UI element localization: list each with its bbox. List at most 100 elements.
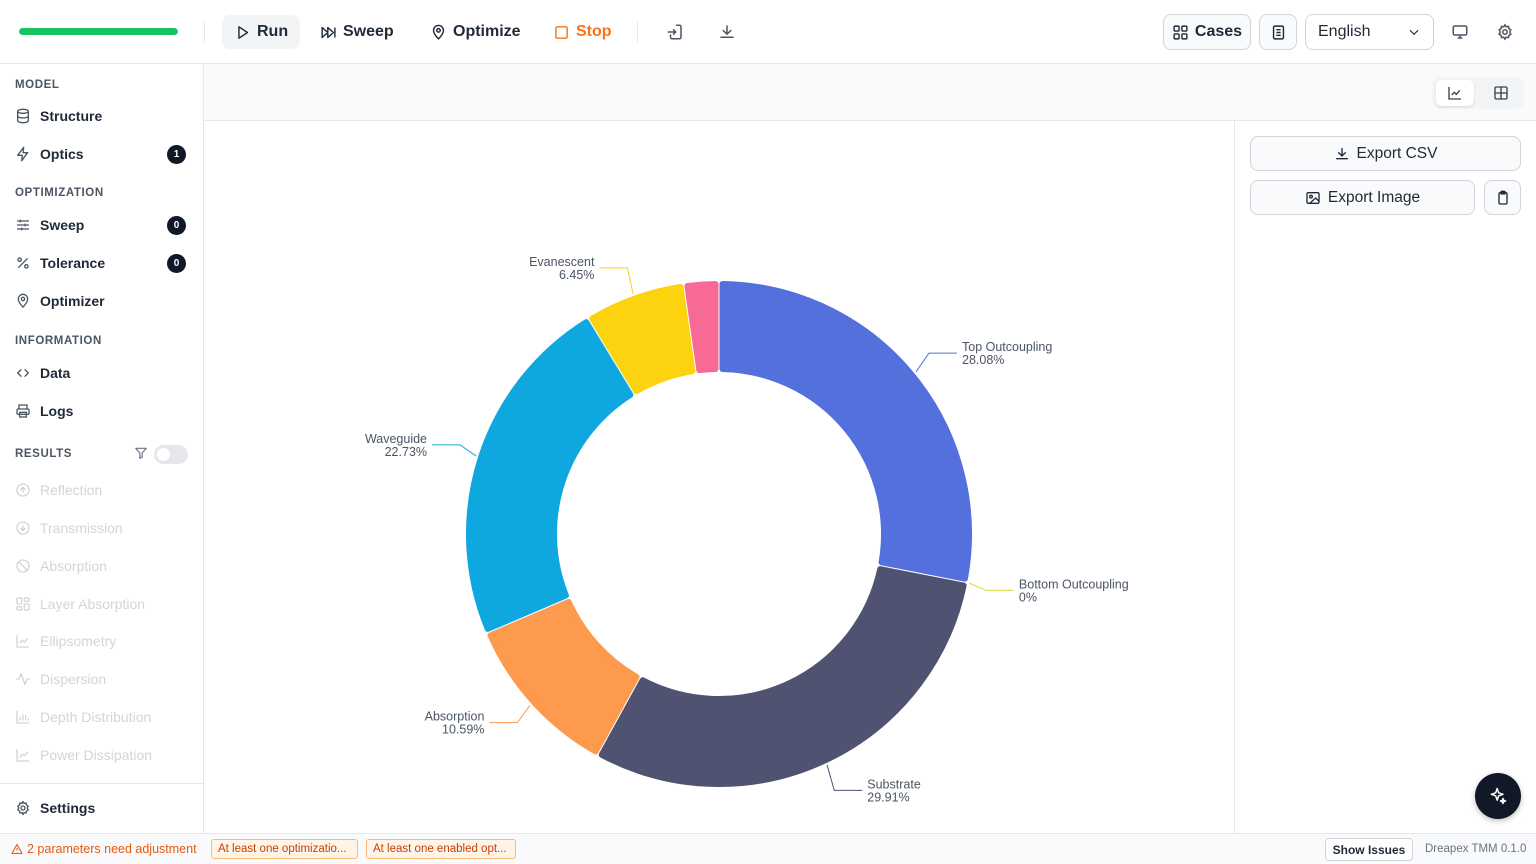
sidebar-item-optimizer[interactable]: Optimizer <box>15 286 190 316</box>
export-csv-label: Export CSV <box>1356 144 1438 162</box>
count-badge: 0 <box>167 254 186 273</box>
sidebar-item-optics[interactable]: Optics 1 <box>15 139 190 169</box>
donut-slice[interactable] <box>598 566 967 787</box>
stop-label: Stop <box>576 23 612 40</box>
issue-chip[interactable]: At least one optimizatio... <box>211 839 358 859</box>
stop-button[interactable]: Stop <box>541 15 624 49</box>
play-icon <box>238 25 249 39</box>
sidebar-item-settings[interactable]: Settings <box>15 793 190 823</box>
sidebar-item-label: Tolerance <box>40 255 106 271</box>
donut-slice[interactable] <box>719 281 972 582</box>
arrow-up-circle-icon <box>16 483 30 497</box>
progress-fill <box>19 28 178 35</box>
show-issues-button[interactable]: Show Issues <box>1325 838 1413 861</box>
sidebar-item-label: Optics <box>40 146 84 162</box>
slice-label-name: Evanescent <box>529 255 595 269</box>
divider <box>204 22 205 42</box>
copy-clipboard-button[interactable] <box>1484 180 1521 215</box>
sidebar-item-data[interactable]: Data <box>15 358 190 388</box>
sidebar-item-label: Logs <box>40 403 74 419</box>
cases-button[interactable]: Cases <box>1163 14 1251 50</box>
sweep-label: Sweep <box>343 23 394 40</box>
chevron-down-icon <box>1409 29 1419 36</box>
map-pin-icon <box>432 24 445 40</box>
sidebar-item-structure[interactable]: Structure <box>15 101 190 131</box>
status-bar: 2 parameters need adjustment At least on… <box>0 833 1536 864</box>
download-icon <box>720 25 734 38</box>
count-badge: 0 <box>167 216 186 235</box>
import-button[interactable] <box>663 20 687 44</box>
sidebar-item-label: Optimizer <box>40 293 105 309</box>
lightning-icon <box>17 146 29 162</box>
table-view-button[interactable] <box>1482 80 1520 106</box>
view-toolbar <box>204 64 1536 121</box>
section-heading-model: MODEL <box>15 79 60 91</box>
slice-label-value: 6.45% <box>559 268 594 282</box>
view-toggle <box>1432 77 1524 109</box>
clipboard-icon <box>1497 190 1508 205</box>
sidebar-item-label: Power Dissipation <box>40 747 153 763</box>
slice-label-name: Substrate <box>867 777 921 791</box>
export-image-button[interactable]: Export Image <box>1250 180 1475 215</box>
percent-icon <box>17 257 29 269</box>
results-filter-toggle[interactable] <box>154 445 188 464</box>
donut-slice[interactable] <box>589 283 696 395</box>
label-leader-line <box>915 352 958 373</box>
optimize-label: Optimize <box>453 23 521 40</box>
progress-bar <box>19 28 178 35</box>
warning-text: 2 parameters need adjustment <box>27 842 197 856</box>
sidebar-item-logs[interactable]: Logs <box>15 396 190 426</box>
main-content: Top Outcoupling 28.08% Bottom Outcoupling 0… <box>204 64 1536 833</box>
label-leader-line <box>432 444 477 457</box>
ban-icon <box>16 559 30 573</box>
display-button[interactable] <box>1448 20 1472 44</box>
skip-forward-icon <box>321 26 336 38</box>
sidebar-item-label: Data <box>40 365 71 381</box>
arrow-down-circle-icon <box>16 521 30 535</box>
toggle-knob <box>157 448 170 461</box>
donut-slice[interactable] <box>466 319 634 632</box>
sidebar-item-label: Structure <box>40 108 103 124</box>
assistant-button[interactable] <box>1475 773 1521 819</box>
sweep-button[interactable]: Sweep <box>308 15 406 49</box>
sidebar-item-label: Layer Absorption <box>40 596 146 612</box>
donut-slice[interactable] <box>487 598 640 755</box>
monitor-icon <box>1452 25 1468 39</box>
sidebar-item-tolerance[interactable]: Tolerance 0 <box>15 248 190 278</box>
sidebar-item-label: Dispersion <box>40 671 107 687</box>
optimize-button[interactable]: Optimize <box>418 15 533 49</box>
gear-icon <box>16 800 30 816</box>
settings-button[interactable] <box>1493 20 1517 44</box>
sidebar-item-label: Ellipsometry <box>40 633 117 649</box>
trending-chart-icon <box>16 749 29 762</box>
language-select[interactable]: English <box>1305 14 1434 50</box>
sidebar-item-sweep[interactable]: Sweep 0 <box>15 210 190 240</box>
activity-icon <box>16 673 30 685</box>
sidebar-item-absorption: Absorption <box>15 551 190 581</box>
download-button[interactable] <box>715 20 739 44</box>
run-button[interactable]: Run <box>222 15 301 49</box>
table-icon <box>1494 86 1508 100</box>
sidebar-item-dispersion: Dispersion <box>15 664 190 694</box>
section-heading-results: RESULTS <box>15 448 73 460</box>
line-chart-icon <box>16 635 29 648</box>
divider <box>0 783 203 784</box>
donut-slice[interactable] <box>684 281 719 374</box>
export-csv-button[interactable]: Export CSV <box>1250 136 1521 171</box>
layout-grid-icon <box>16 597 30 611</box>
issue-chip[interactable]: At least one enabled opt... <box>366 839 516 859</box>
slice-label-value: 0% <box>1019 590 1037 604</box>
notes-button[interactable] <box>1259 14 1297 50</box>
filter-icon[interactable] <box>134 446 148 460</box>
cases-label: Cases <box>1194 23 1243 40</box>
map-pin-icon <box>17 293 29 308</box>
warning-triangle-icon <box>11 843 23 855</box>
bar-chart-icon <box>16 711 29 724</box>
slice-label-value: 28.08% <box>962 353 1004 367</box>
image-icon <box>1306 191 1320 204</box>
document-icon <box>1272 24 1284 40</box>
label-leader-line <box>489 704 531 724</box>
sidebar-item-label: Sweep <box>40 217 85 233</box>
chart-view-button[interactable] <box>1436 80 1474 106</box>
